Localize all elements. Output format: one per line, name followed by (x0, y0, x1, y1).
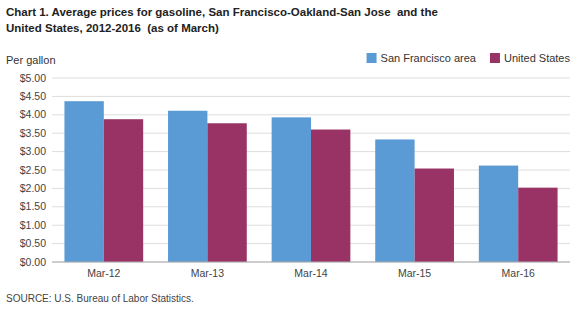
source-note: SOURCE: U.S. Bureau of Labor Statistics. (6, 293, 194, 304)
x-tick-label: Mar-16 (502, 267, 535, 279)
x-tick-label: Mar-15 (398, 267, 431, 279)
x-tick-label: Mar-12 (87, 267, 120, 279)
bar (518, 188, 557, 262)
chart: Chart 1. Average prices for gasoline, Sa… (0, 0, 579, 310)
grid-line (52, 262, 570, 263)
bar (272, 117, 311, 262)
grid-line (52, 114, 570, 115)
bar (311, 130, 350, 262)
grid-line (52, 96, 570, 97)
legend-item: San Francisco area (367, 52, 477, 64)
bar (415, 169, 454, 262)
legend-label: San Francisco area (381, 52, 477, 64)
y-axis-label: Per gallon (6, 54, 56, 66)
legend-item: United States (490, 52, 571, 64)
y-tick-label: $1.00 (20, 219, 46, 231)
grid-line (52, 78, 570, 79)
x-tick-label: Mar-14 (294, 267, 327, 279)
x-axis-line (52, 262, 570, 263)
bar (479, 166, 518, 262)
bar (207, 123, 246, 262)
y-tick-label: $2.00 (20, 182, 46, 194)
y-tick-label: $1.50 (20, 200, 46, 212)
bar (168, 111, 207, 262)
y-tick-label: $0.00 (20, 256, 46, 268)
y-tick-label: $4.00 (20, 108, 46, 120)
y-tick-label: $0.50 (20, 237, 46, 249)
legend-swatch (490, 53, 500, 63)
bar (104, 119, 143, 262)
y-tick-label: $4.50 (20, 90, 46, 102)
y-tick-label: $2.50 (20, 164, 46, 176)
x-tick-label: Mar-13 (191, 267, 224, 279)
bar (375, 139, 414, 262)
bars (64, 101, 557, 262)
legend-label: United States (504, 52, 571, 64)
y-tick-label: $3.50 (20, 127, 46, 139)
y-tick-label: $5.00 (20, 72, 46, 84)
legend: San Francisco area United States (367, 52, 571, 64)
bar (64, 101, 103, 262)
title: Chart 1. Average prices for gasoline, Sa… (6, 6, 438, 18)
y-tick-label: $3.00 (20, 145, 46, 157)
grid (52, 78, 570, 262)
title-line: United States, 2012-2016 (as of March) (6, 22, 219, 34)
legend-swatch (367, 53, 377, 63)
